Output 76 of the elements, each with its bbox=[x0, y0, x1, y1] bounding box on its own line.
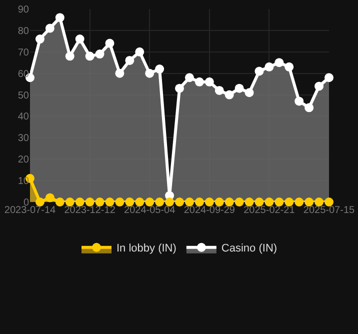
point bbox=[45, 193, 54, 202]
point bbox=[314, 82, 324, 91]
point bbox=[264, 62, 274, 72]
point bbox=[155, 64, 164, 74]
point bbox=[175, 84, 184, 93]
point bbox=[35, 34, 44, 44]
point bbox=[244, 88, 254, 98]
y-tick-label: 90 bbox=[18, 4, 30, 16]
point bbox=[135, 198, 144, 206]
x-tick-label: 2023-07-14 bbox=[4, 205, 56, 216]
point bbox=[35, 198, 44, 206]
point bbox=[234, 84, 244, 93]
point bbox=[274, 58, 284, 68]
point bbox=[135, 47, 144, 56]
point bbox=[145, 68, 154, 78]
point bbox=[284, 198, 294, 206]
point bbox=[165, 198, 174, 206]
point bbox=[184, 73, 194, 82]
point bbox=[224, 90, 234, 100]
y-tick-label: 50 bbox=[18, 90, 30, 102]
point bbox=[45, 24, 54, 33]
point bbox=[244, 198, 254, 206]
x-tick-label: 2024-09-29 bbox=[184, 205, 236, 216]
point bbox=[75, 34, 84, 44]
point bbox=[145, 198, 154, 206]
legend-label: Casino (IN) bbox=[221, 242, 278, 255]
point bbox=[304, 198, 314, 206]
point bbox=[105, 198, 114, 206]
point bbox=[65, 198, 74, 206]
point bbox=[324, 198, 334, 206]
point bbox=[284, 62, 294, 72]
point bbox=[294, 198, 304, 206]
point bbox=[314, 198, 324, 206]
point bbox=[125, 198, 134, 206]
y-tick-label: 10 bbox=[18, 176, 30, 188]
point bbox=[254, 66, 264, 76]
point bbox=[184, 198, 194, 206]
point bbox=[75, 198, 84, 206]
point bbox=[234, 198, 244, 206]
x-tick-label: 2023-12-12 bbox=[64, 205, 116, 216]
point bbox=[204, 198, 214, 206]
point bbox=[194, 198, 204, 206]
point bbox=[214, 198, 224, 206]
y-tick-label: 80 bbox=[18, 26, 30, 37]
y-tick-label: 40 bbox=[18, 112, 30, 123]
point bbox=[254, 198, 264, 206]
x-tick-label: 2024-05-04 bbox=[124, 205, 176, 216]
point bbox=[105, 38, 114, 48]
point bbox=[55, 13, 64, 22]
y-tick-label: 70 bbox=[18, 47, 30, 58]
point bbox=[85, 52, 94, 61]
point bbox=[304, 103, 314, 112]
y-tick-label: 30 bbox=[18, 133, 30, 144]
point bbox=[274, 198, 284, 206]
y-tick-label: 20 bbox=[18, 154, 30, 166]
point bbox=[214, 86, 224, 95]
point bbox=[204, 77, 214, 86]
point bbox=[324, 73, 334, 82]
point bbox=[224, 198, 234, 206]
legend-label: In lobby (IN) bbox=[116, 242, 176, 255]
point bbox=[115, 198, 124, 206]
point bbox=[175, 198, 184, 206]
point bbox=[95, 50, 104, 59]
point bbox=[115, 68, 124, 78]
x-tick-label: 2025-02-21 bbox=[244, 205, 296, 216]
point bbox=[95, 198, 104, 206]
point bbox=[65, 52, 74, 61]
point bbox=[194, 77, 204, 86]
point bbox=[264, 198, 274, 206]
point bbox=[85, 198, 94, 206]
x-tick-label: 2025-07-15 bbox=[303, 205, 356, 216]
point bbox=[294, 96, 304, 106]
point bbox=[55, 198, 64, 206]
y-tick-label: 60 bbox=[18, 68, 30, 80]
point bbox=[155, 198, 164, 206]
point bbox=[125, 56, 134, 65]
